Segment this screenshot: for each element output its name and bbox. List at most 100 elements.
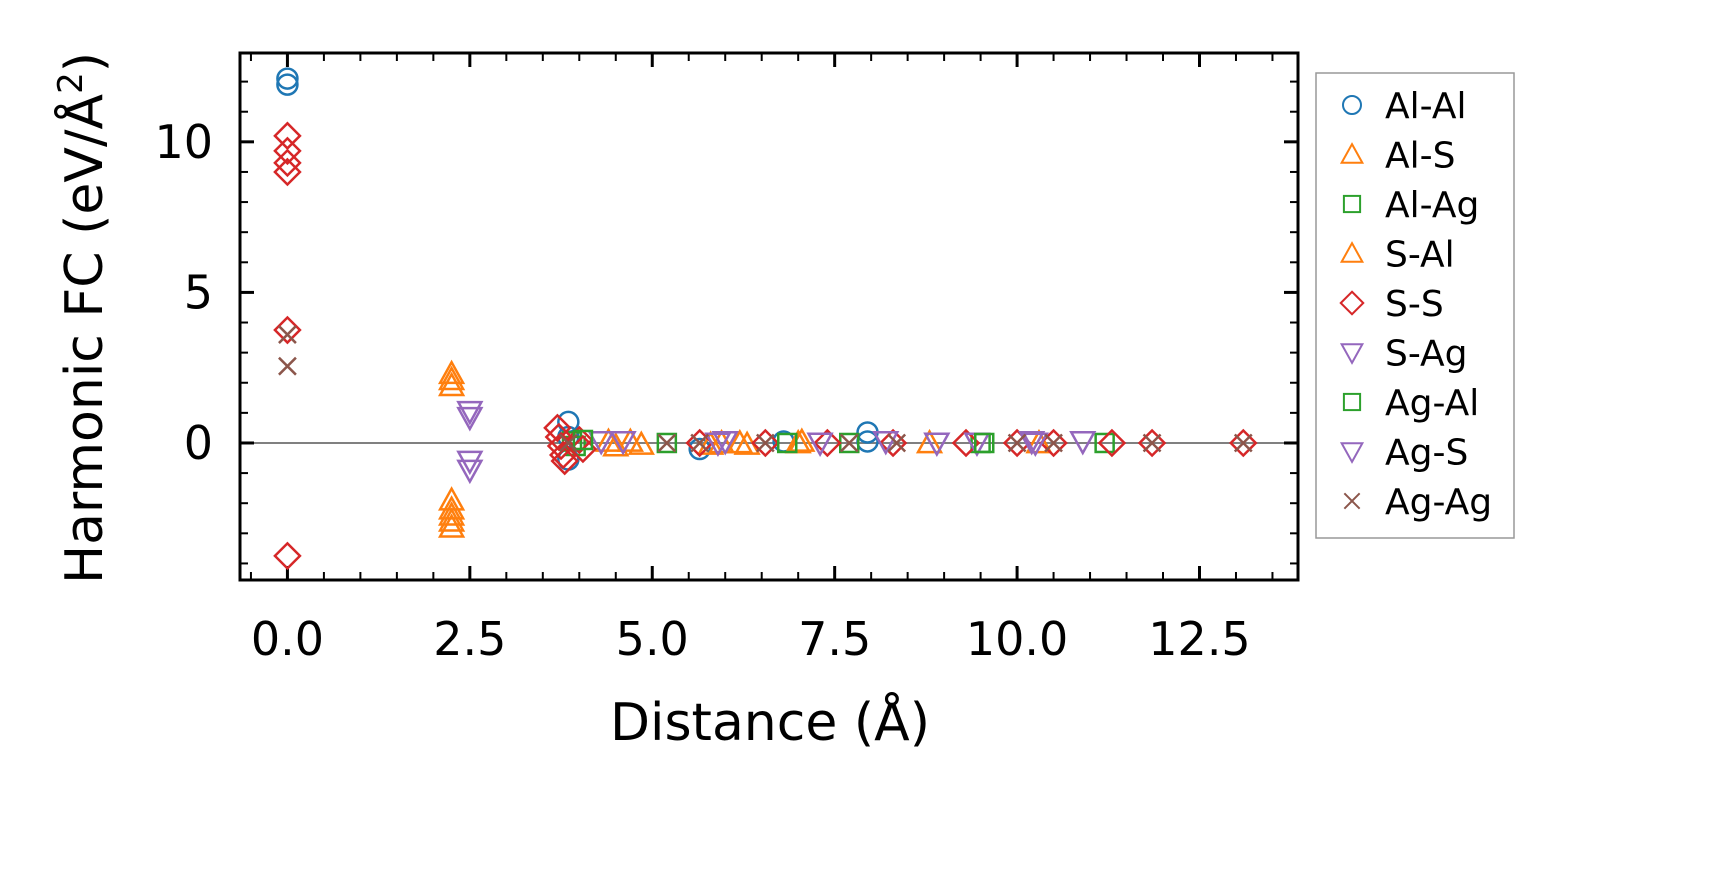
data-point: [1007, 433, 1027, 453]
legend-marker: [1342, 95, 1362, 115]
data-point: [806, 432, 834, 458]
x-tick-label: 2.5: [433, 612, 506, 666]
legend-entry: Ag-Ag: [1343, 482, 1492, 523]
legend-label: Ag-Ag: [1385, 482, 1492, 523]
y-tick-label: 10: [154, 115, 213, 169]
legend-entry: S-Al: [1339, 235, 1455, 276]
data-point: [594, 427, 623, 452]
data-point: [1025, 428, 1053, 454]
data-point: [755, 433, 775, 453]
data-point: [813, 428, 842, 458]
legend-marker: [1339, 142, 1365, 164]
legend-marker: [1339, 290, 1365, 316]
legend-label: S-Ag: [1385, 334, 1468, 375]
y-axis-label-superscript: 2: [51, 72, 91, 94]
x-tick-label: 0.0: [251, 612, 324, 666]
data-point: [1018, 431, 1046, 456]
data-point: [839, 433, 859, 453]
data-point: [273, 136, 302, 166]
x-tick-labels: 0.0 2.5 5.0 7.5 10.0 12.5: [251, 612, 1251, 666]
data-point: [587, 431, 615, 456]
data-point: [751, 428, 780, 458]
legend-label: Ag-S: [1385, 433, 1468, 474]
legend: Al-Al Al-S Al-Ag S-Al S-S S-Ag Ag-Al Ag-S Ag-Ag: [1315, 72, 1515, 539]
x-tick-label: 5.0: [616, 612, 689, 666]
data-point: [273, 148, 302, 178]
data-point: [726, 428, 754, 454]
data-point: [544, 422, 574, 452]
series-al-s: [437, 359, 1053, 538]
x-axis-label: Distance (Å): [610, 691, 930, 753]
data-point: [690, 433, 710, 453]
series-s-ag: [456, 400, 1097, 485]
legend-label: Al-S: [1385, 136, 1455, 177]
data-point: [550, 446, 579, 476]
data-point: [273, 315, 302, 345]
x-tick-label: 10.0: [966, 612, 1068, 666]
legend-entry: S-S: [1339, 284, 1444, 325]
data-point: [276, 67, 299, 90]
series-s-al: [594, 427, 816, 455]
data-point: [276, 73, 299, 96]
legend-entry: Al-S: [1339, 136, 1455, 177]
data-point: [278, 325, 297, 344]
data-point: [973, 432, 995, 454]
x-tick-label: 12.5: [1148, 612, 1250, 666]
legend-label: Al-Al: [1385, 86, 1466, 127]
legend-entry: Ag-S: [1339, 433, 1468, 474]
data-point: [437, 513, 466, 538]
y-tick-labels: 0 5 10: [154, 115, 213, 470]
data-point: [704, 432, 732, 458]
data-point: [456, 450, 484, 476]
data-point: [278, 356, 297, 376]
data-point: [1044, 433, 1063, 453]
legend-entry: Al-Ag: [1342, 185, 1479, 226]
data-point: [1233, 433, 1253, 453]
legend-marker: [1342, 392, 1362, 412]
x-tick-label: 7.5: [798, 612, 871, 666]
plot-area-frame: [238, 51, 1300, 582]
data-points: [273, 67, 1258, 571]
data-point: [1069, 431, 1097, 456]
data-point: [923, 432, 951, 458]
legend-label: Ag-Al: [1385, 383, 1479, 424]
data-point: [627, 430, 655, 455]
data-point: [1094, 432, 1115, 454]
legend-entry: Al-Al: [1342, 86, 1466, 127]
legend-label: S-Al: [1385, 235, 1455, 276]
legend-label: S-S: [1385, 284, 1444, 325]
series-ag-ag: [278, 325, 1253, 453]
data-point: [688, 437, 711, 461]
legend-marker: [1342, 194, 1362, 214]
data-point: [1142, 433, 1162, 453]
data-point: [609, 431, 637, 456]
data-point: [273, 121, 302, 151]
series-s-s: [273, 121, 1258, 571]
legend-entry: S-Ag: [1339, 334, 1468, 375]
data-point: [1137, 428, 1167, 458]
data-point: [456, 459, 484, 485]
series-ag-al: [572, 429, 995, 454]
data-point: [273, 541, 302, 571]
data-point: [565, 425, 594, 455]
data-point: [707, 428, 736, 454]
data-point: [558, 433, 578, 453]
data-point: [437, 507, 466, 532]
legend-marker: [1339, 343, 1365, 365]
legend-marker: [1339, 241, 1365, 263]
data-point: [1021, 432, 1049, 458]
data-point: [915, 428, 944, 454]
data-point: [656, 432, 678, 454]
legend-marker: [1343, 492, 1361, 510]
data-point: [437, 501, 466, 526]
data-point: [872, 431, 900, 456]
data-point: [776, 432, 798, 454]
y-tick-label: 5: [184, 265, 213, 319]
data-point: [887, 433, 907, 453]
legend-marker: [1339, 442, 1365, 464]
y-axis-label-main: Harmonic FC (eV/Å: [53, 93, 115, 584]
data-point: [456, 406, 484, 432]
data-point: [572, 429, 594, 451]
data-point: [437, 371, 466, 397]
data-point: [784, 428, 812, 454]
